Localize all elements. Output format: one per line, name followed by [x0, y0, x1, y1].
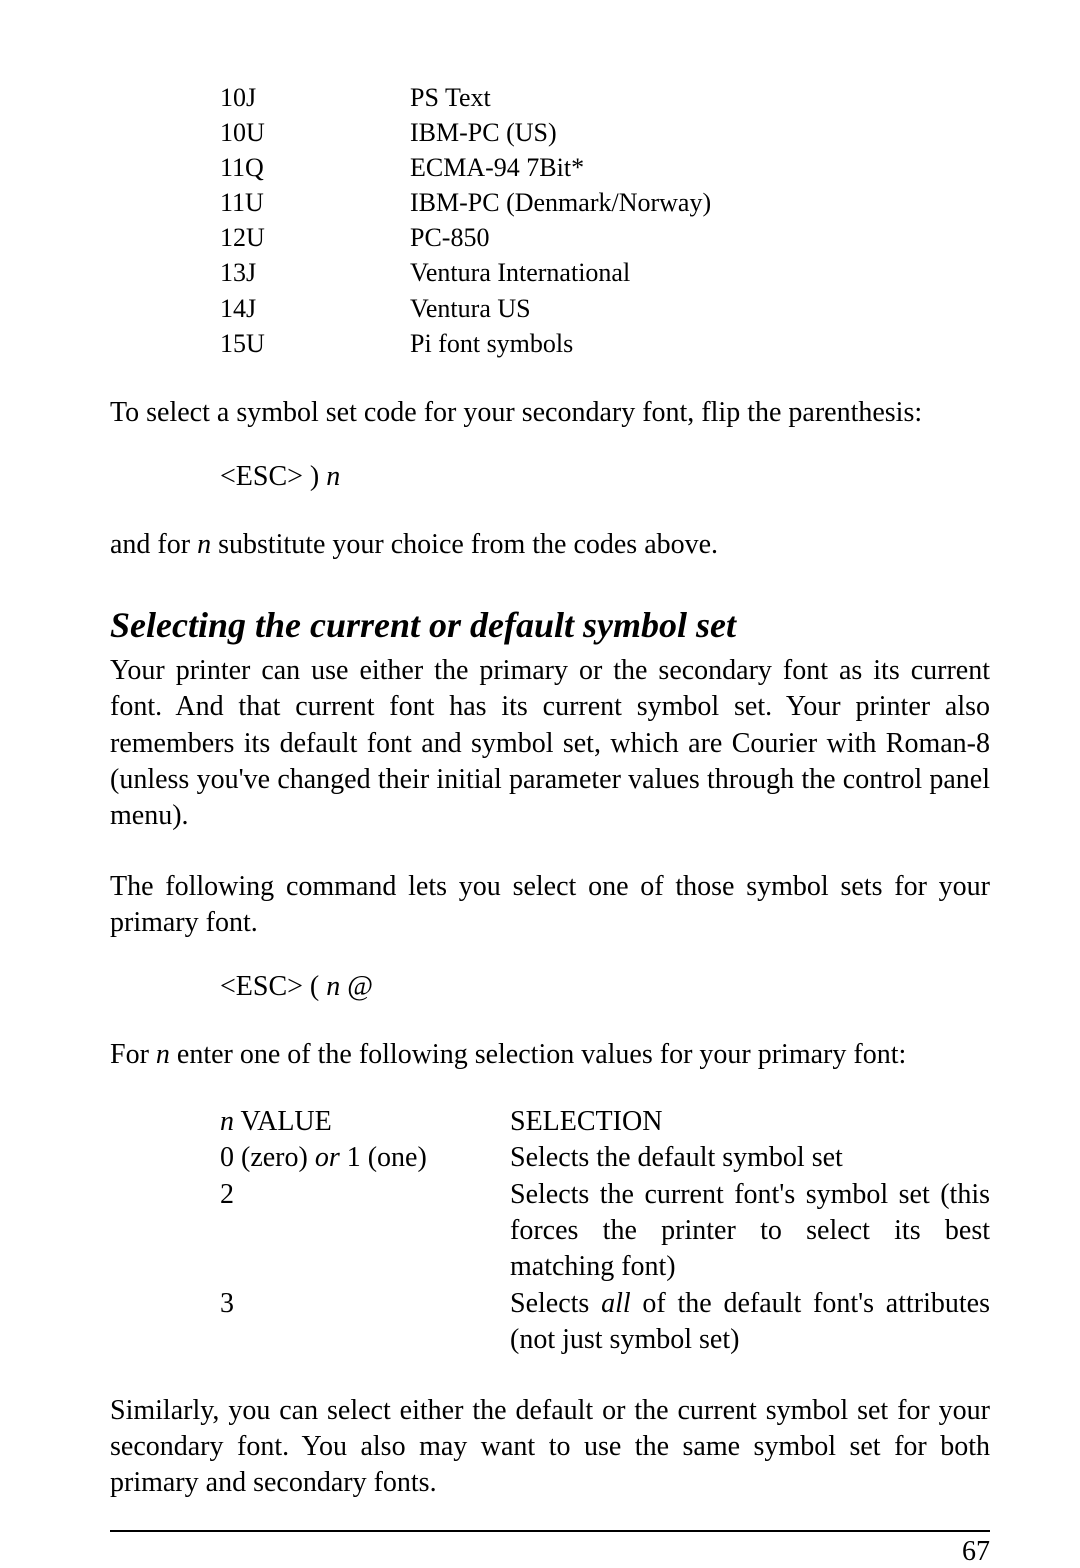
symbol-desc: PS Text	[410, 80, 990, 115]
symbol-code: 11Q	[220, 150, 410, 185]
header-right: SELECTION	[510, 1104, 990, 1140]
symbol-code: 10U	[220, 115, 410, 150]
table-row: 15U Pi font symbols	[220, 326, 990, 361]
symbol-code: 15U	[220, 326, 410, 361]
selection-table: n VALUE SELECTION 0 (zero) or 1 (one) Se…	[220, 1104, 990, 1359]
symbol-set-table: 10J PS Text 10U IBM-PC (US) 11Q ECMA-94 …	[220, 80, 990, 361]
table-row: 10U IBM-PC (US)	[220, 115, 990, 150]
paragraph: The following command lets you select on…	[110, 869, 990, 942]
symbol-desc: IBM-PC (Denmark/Norway)	[410, 185, 990, 220]
variable-n: n	[156, 1039, 170, 1070]
symbol-desc: IBM-PC (US)	[410, 115, 990, 150]
escape-text: <ESC> )	[220, 461, 326, 492]
escape-sequence: <ESC> ( n @	[220, 971, 990, 1003]
text: Selects	[510, 1288, 601, 1319]
escape-text: @	[340, 971, 373, 1002]
variable-n: n	[220, 1106, 234, 1137]
text: 0 (zero)	[220, 1142, 315, 1173]
cell-left: 2	[220, 1177, 510, 1213]
variable-n: n	[197, 529, 211, 560]
text: For	[110, 1039, 156, 1070]
table-row: 3 Selects all of the default font's attr…	[220, 1286, 990, 1359]
text: and for	[110, 529, 197, 560]
cell-left: 0 (zero) or 1 (one)	[220, 1140, 510, 1176]
cell-right: Selects the current font's symbol set (t…	[510, 1177, 990, 1286]
text: VALUE	[234, 1106, 332, 1137]
text-italic: or	[315, 1142, 340, 1173]
table-row: 11U IBM-PC (Denmark/Norway)	[220, 185, 990, 220]
text-italic: all	[601, 1288, 631, 1319]
footer-rule	[110, 1530, 990, 1532]
cell-right: Selects all of the default font's attrib…	[510, 1286, 990, 1359]
text: enter one of the following selection val…	[170, 1039, 906, 1070]
symbol-code: 10J	[220, 80, 410, 115]
paragraph: Similarly, you can select either the def…	[110, 1393, 990, 1502]
text: substitute your choice from the codes ab…	[211, 529, 718, 560]
symbol-code: 13J	[220, 255, 410, 290]
header-left: n VALUE	[220, 1104, 510, 1140]
page-number: 67	[110, 1536, 990, 1568]
section-heading: Selecting the current or default symbol …	[110, 604, 990, 647]
table-row: 2 Selects the current font's symbol set …	[220, 1177, 990, 1286]
cell-left: 3	[220, 1286, 510, 1322]
symbol-desc: Pi font symbols	[410, 326, 990, 361]
escape-sequence: <ESC> ) n	[220, 461, 990, 493]
escape-text: <ESC> (	[220, 971, 326, 1002]
table-row: 10J PS Text	[220, 80, 990, 115]
symbol-desc: PC-850	[410, 220, 990, 255]
symbol-desc: Ventura International	[410, 255, 990, 290]
table-row: 13J Ventura International	[220, 255, 990, 290]
cell-right: Selects the default symbol set	[510, 1140, 990, 1176]
table-row: 14J Ventura US	[220, 291, 990, 326]
paragraph: Your printer can use either the primary …	[110, 653, 990, 835]
table-row: 0 (zero) or 1 (one) Selects the default …	[220, 1140, 990, 1176]
paragraph: and for n substitute your choice from th…	[110, 527, 990, 563]
symbol-code: 12U	[220, 220, 410, 255]
variable-n: n	[326, 461, 340, 492]
paragraph: To select a symbol set code for your sec…	[110, 395, 990, 431]
text: 1 (one)	[340, 1142, 427, 1173]
paragraph: For n enter one of the following selecti…	[110, 1037, 990, 1073]
variable-n: n	[326, 971, 340, 1002]
symbol-code: 14J	[220, 291, 410, 326]
symbol-desc: Ventura US	[410, 291, 990, 326]
symbol-desc: ECMA-94 7Bit*	[410, 150, 990, 185]
table-row: 11Q ECMA-94 7Bit*	[220, 150, 990, 185]
symbol-code: 11U	[220, 185, 410, 220]
page: 10J PS Text 10U IBM-PC (US) 11Q ECMA-94 …	[0, 0, 1080, 1523]
table-header-row: n VALUE SELECTION	[220, 1104, 990, 1140]
table-row: 12U PC-850	[220, 220, 990, 255]
